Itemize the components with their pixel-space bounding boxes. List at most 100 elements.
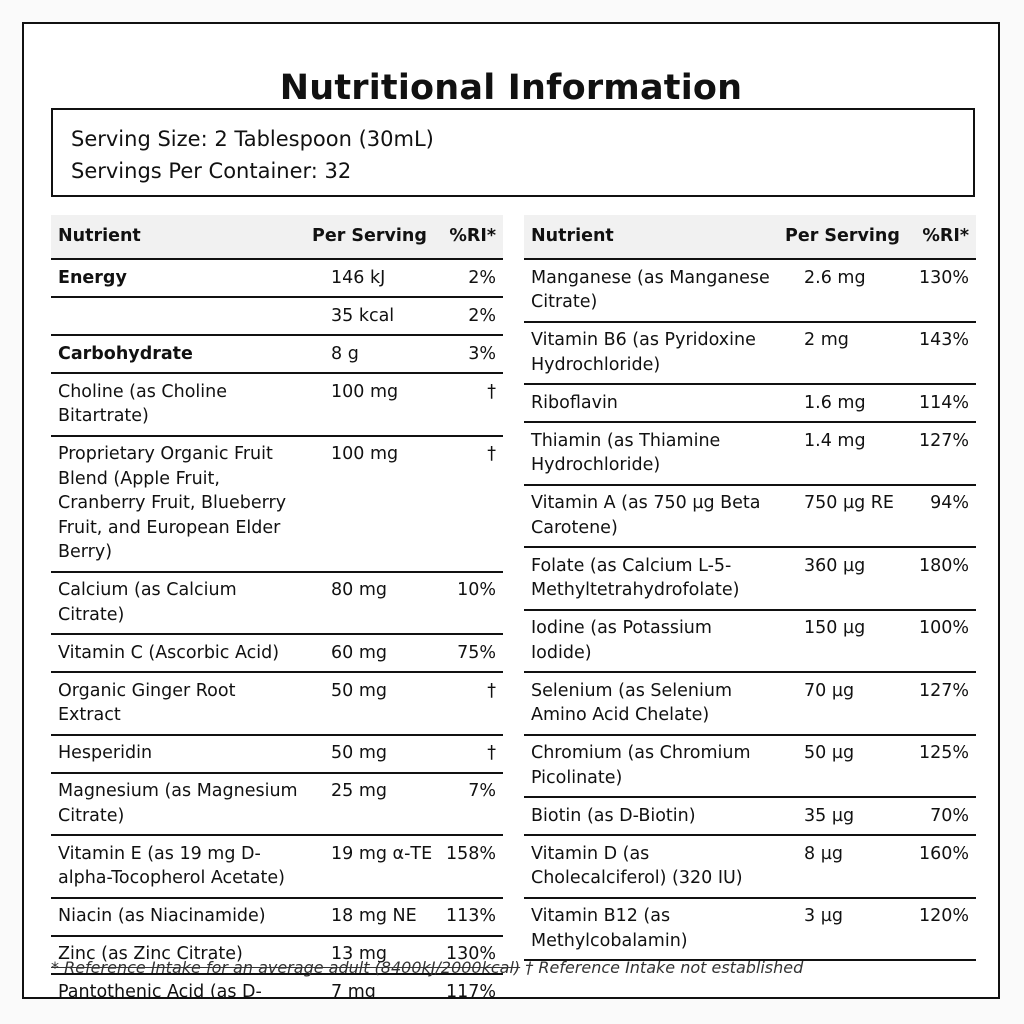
table-row: Riboflavin 1.6 mg 114% bbox=[524, 384, 976, 423]
nutrient-name: Iodine (as Potassium Iodide) bbox=[524, 609, 778, 673]
table-row: Hesperidin 50 mg † bbox=[51, 734, 503, 774]
nutrient-amount: 50 µg bbox=[778, 734, 906, 798]
nutrition-label: Nutritional Information Serving Size: 2 … bbox=[22, 22, 1000, 999]
nutrient-name: Manganese (as Manganese Citrate) bbox=[524, 259, 778, 323]
nutrient-name: Folate (as Calcium L-5-Methyltetrahydrof… bbox=[524, 547, 778, 611]
nutrient-ri: 2% bbox=[433, 259, 503, 298]
nutrient-amount: 8 g bbox=[305, 335, 433, 374]
table-row: 35 kcal 2% bbox=[51, 297, 503, 336]
nutrient-ri: 7% bbox=[433, 772, 503, 836]
nutrient-amount: 100 mg bbox=[305, 373, 433, 437]
nutrient-amount: 50 mg bbox=[305, 672, 433, 736]
header-per-serving: Per Serving bbox=[305, 215, 433, 260]
header-ri: %RI* bbox=[433, 215, 503, 260]
footnote: * Reference Intake for an average adult … bbox=[51, 958, 803, 977]
nutrient-ri: 120% bbox=[906, 897, 976, 961]
nutrient-name: Biotin (as D-Biotin) bbox=[524, 797, 778, 836]
nutrient-amount: 25 mg bbox=[305, 772, 433, 836]
nutrient-ri: † bbox=[433, 734, 503, 774]
nutrient-name: Vitamin B6 (as Pyridoxine Hydrochloride) bbox=[524, 321, 778, 385]
nutrient-name: Riboflavin bbox=[524, 384, 778, 423]
table-row: Vitamin B6 (as Pyridoxine Hydrochloride)… bbox=[524, 321, 976, 385]
nutrient-name: Thiamin (as Thiamine Hydrochloride) bbox=[524, 422, 778, 486]
header-per-serving: Per Serving bbox=[778, 215, 906, 260]
nutrient-name bbox=[51, 297, 305, 336]
nutrient-amount: 50 mg bbox=[305, 734, 433, 774]
table-row: Biotin (as D-Biotin) 35 µg 70% bbox=[524, 797, 976, 836]
nutrient-amount: 18 mg NE bbox=[305, 897, 433, 937]
footnote-not-established: † Reference Intake not established bbox=[520, 958, 804, 977]
nutrient-amount: 80 mg bbox=[305, 571, 433, 635]
nutrient-amount: 2 mg bbox=[778, 321, 906, 385]
nutrient-ri: 113% bbox=[433, 897, 503, 937]
nutrient-amount: 2.6 mg bbox=[778, 259, 906, 323]
nutrient-amount: 1.4 mg bbox=[778, 422, 906, 486]
table-row: Niacin (as Niacinamide) 18 mg NE 113% bbox=[51, 897, 503, 937]
nutrient-ri: 127% bbox=[906, 422, 976, 486]
nutrient-amount: 35 µg bbox=[778, 797, 906, 836]
nutrient-ri: 10% bbox=[433, 571, 503, 635]
nutrient-ri: 114% bbox=[906, 384, 976, 423]
table-row: Proprietary Organic Fruit Blend (Apple F… bbox=[51, 435, 503, 573]
table-row: Magnesium (as Magnesium Citrate) 25 mg 7% bbox=[51, 772, 503, 836]
nutrient-name: Organic Ginger Root Extract bbox=[51, 672, 305, 736]
nutrient-ri: 117% bbox=[433, 973, 503, 997]
table-row: Vitamin C (Ascorbic Acid) 60 mg 75% bbox=[51, 634, 503, 673]
nutrient-amount: 360 µg bbox=[778, 547, 906, 611]
nutrient-ri: 160% bbox=[906, 835, 976, 899]
nutrient-ri: † bbox=[433, 435, 503, 573]
nutrient-amount: 8 µg bbox=[778, 835, 906, 899]
nutrient-name: Selenium (as Selenium Amino Acid Chelate… bbox=[524, 672, 778, 736]
nutrient-table-right: Nutrient Per Serving %RI* Manganese (as … bbox=[524, 215, 976, 961]
nutrient-amount: 750 µg RE bbox=[778, 484, 906, 548]
nutrient-ri: 75% bbox=[433, 634, 503, 673]
nutrient-rows-right: Manganese (as Manganese Citrate) 2.6 mg 13… bbox=[524, 259, 976, 961]
nutrient-table-left: Nutrient Per Serving %RI* Energy 146 kJ 2%… bbox=[51, 215, 503, 997]
nutrient-ri: 143% bbox=[906, 321, 976, 385]
page-title: Nutritional Information bbox=[279, 68, 743, 108]
table-row: Folate (as Calcium L-5-Methyltetrahydrof… bbox=[524, 547, 976, 611]
nutrient-ri: † bbox=[433, 373, 503, 437]
nutrient-amount: 19 mg α-TE bbox=[305, 835, 433, 899]
serving-info-box: Serving Size: 2 Tablespoon (30mL) Servin… bbox=[51, 108, 975, 197]
header-ri: %RI* bbox=[906, 215, 976, 260]
nutrient-name: Hesperidin bbox=[51, 734, 305, 774]
nutrient-amount: 1.6 mg bbox=[778, 384, 906, 423]
nutrient-name: Chromium (as Chromium Picolinate) bbox=[524, 734, 778, 798]
nutrient-name: Magnesium (as Magnesium Citrate) bbox=[51, 772, 305, 836]
nutrient-name: Vitamin A (as 750 µg Beta Carotene) bbox=[524, 484, 778, 548]
header-nutrient: Nutrient bbox=[524, 215, 778, 260]
nutrient-name: Vitamin E (as 19 mg D-alpha-Tocopherol A… bbox=[51, 835, 305, 899]
table-row: Vitamin B12 (as Methylcobalamin) 3 µg 120% bbox=[524, 897, 976, 961]
table-row: Thiamin (as Thiamine Hydrochloride) 1.4 m… bbox=[524, 422, 976, 486]
nutrient-amount: 100 mg bbox=[305, 435, 433, 573]
nutrient-ri: 180% bbox=[906, 547, 976, 611]
nutrient-name: Pantothenic Acid (as D-Calcium Pantothen… bbox=[51, 973, 305, 997]
table-row: Pantothenic Acid (as D-Calcium Pantothen… bbox=[51, 973, 503, 997]
table-header-row: Nutrient Per Serving %RI* bbox=[524, 215, 976, 260]
nutrient-name: Zinc (as Zinc Citrate) bbox=[51, 935, 305, 975]
nutrient-name: Vitamin C (Ascorbic Acid) bbox=[51, 634, 305, 673]
nutrient-ri: 158% bbox=[433, 835, 503, 899]
table-row: Chromium (as Chromium Picolinate) 50 µg 12… bbox=[524, 734, 976, 798]
nutrient-ri: † bbox=[433, 672, 503, 736]
nutrient-amount: 7 mg bbox=[305, 973, 433, 997]
header-nutrient: Nutrient bbox=[51, 215, 305, 260]
table-row: Zinc (as Zinc Citrate) 13 mg 130% bbox=[51, 935, 503, 975]
table-row: Vitamin D (as Cholecalciferol) (320 IU) 8… bbox=[524, 835, 976, 899]
servings-per-container: Servings Per Container: 32 bbox=[71, 159, 352, 183]
nutrient-name: Vitamin D (as Cholecalciferol) (320 IU) bbox=[524, 835, 778, 899]
nutrient-ri: 70% bbox=[906, 797, 976, 836]
nutrient-rows-left: Energy 146 kJ 2% 35 kcal 2% Carbohydrate 8 g 3%… bbox=[51, 259, 503, 997]
nutrient-ri: 2% bbox=[433, 297, 503, 336]
nutrient-amount: 3 µg bbox=[778, 897, 906, 961]
table-row: Vitamin E (as 19 mg D-alpha-Tocopherol A… bbox=[51, 835, 503, 899]
nutrient-amount: 70 µg bbox=[778, 672, 906, 736]
serving-size: Serving Size: 2 Tablespoon (30mL) bbox=[71, 127, 434, 151]
nutrient-amount: 146 kJ bbox=[305, 259, 433, 298]
nutrient-name: Proprietary Organic Fruit Blend (Apple F… bbox=[51, 435, 305, 573]
nutrient-name: Energy bbox=[51, 259, 305, 298]
nutrient-ri: 100% bbox=[906, 609, 976, 673]
table-row: Selenium (as Selenium Amino Acid Chelate… bbox=[524, 672, 976, 736]
table-row: Carbohydrate 8 g 3% bbox=[51, 335, 503, 374]
